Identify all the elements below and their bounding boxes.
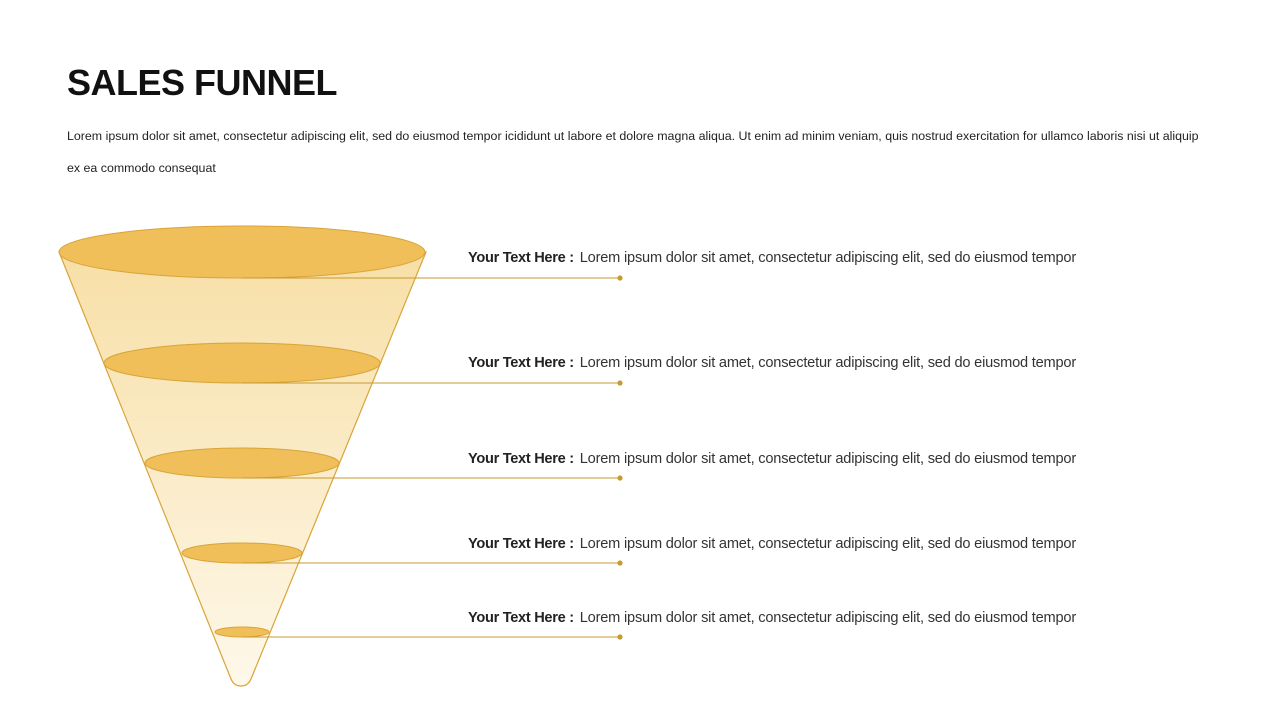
stage-label: Your Text Here : xyxy=(468,250,574,266)
connector-dot-3 xyxy=(617,475,623,481)
stage-description: Lorem ipsum dolor sit amet, consectetur … xyxy=(579,250,1077,266)
connector-dot-5 xyxy=(617,634,623,640)
connector-dot-1 xyxy=(617,275,623,281)
page-title: SALES FUNNEL xyxy=(67,62,338,103)
funnel-layers xyxy=(58,225,623,640)
stage-label: Your Text Here : xyxy=(468,610,574,626)
stage-label: Your Text Here : xyxy=(468,451,574,467)
funnel-layer-2 xyxy=(103,342,381,384)
stage-row-2: Your Text Here : Lorem ipsum dolor sit am… xyxy=(468,353,1268,373)
stage-description: Lorem ipsum dolor sit amet, consectetur … xyxy=(579,610,1077,626)
stage-label: Your Text Here : xyxy=(468,355,574,371)
intro-paragraph: Lorem ipsum dolor sit amet, consectetur … xyxy=(67,129,1199,175)
stage-row-4: Your Text Here : Lorem ipsum dolor sit am… xyxy=(468,534,1268,554)
funnel-layer-4 xyxy=(181,542,303,564)
stage-label: Your Text Here : xyxy=(468,536,574,552)
stage-row-5: Your Text Here : Lorem ipsum dolor sit am… xyxy=(468,608,1268,628)
connector-dot-2 xyxy=(617,380,623,386)
funnel-layer-3 xyxy=(144,447,340,479)
connector-dot-4 xyxy=(617,560,623,566)
stage-row-3: Your Text Here : Lorem ipsum dolor sit am… xyxy=(468,449,1268,469)
funnel-layer-1 xyxy=(58,225,426,279)
stage-description: Lorem ipsum dolor sit amet, consectetur … xyxy=(579,536,1077,552)
stage-row-1: Your Text Here : Lorem ipsum dolor sit am… xyxy=(468,248,1268,268)
stage-description: Lorem ipsum dolor sit amet, consectetur … xyxy=(579,355,1077,371)
funnel-layer-5 xyxy=(214,626,270,638)
stage-description: Lorem ipsum dolor sit amet, consectetur … xyxy=(579,451,1077,467)
